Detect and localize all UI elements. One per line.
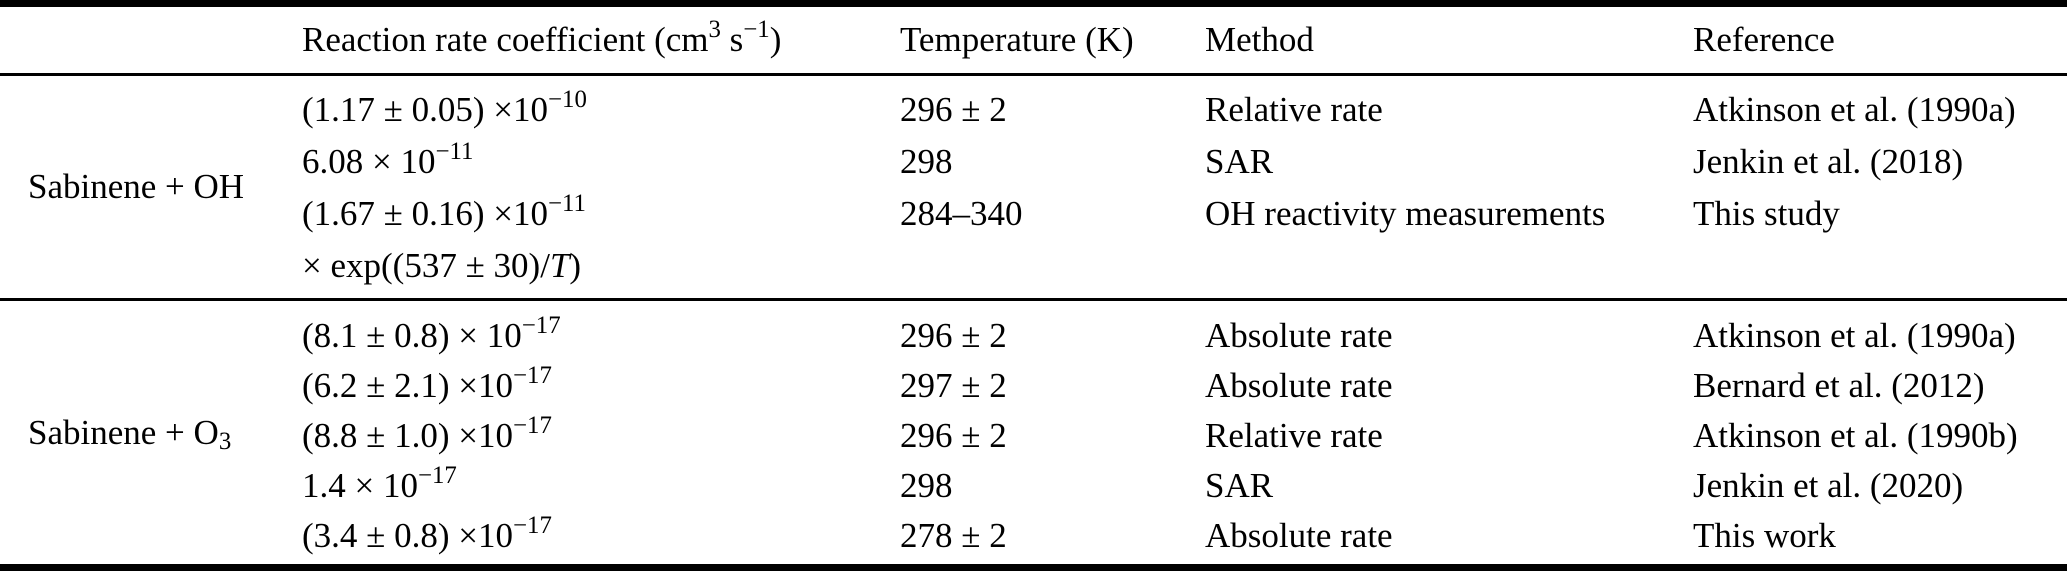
reactant-text: Sabinene + OH (28, 167, 245, 206)
reference-cell: Jenkin et al. (2020) (1693, 466, 1964, 505)
table-row-oh-2: 6.08 × 10−11 298 SAR Jenkin et al. (2018… (0, 136, 2067, 188)
method-cell: SAR (1205, 466, 1274, 505)
rate-coefficient-cell: (3.4 ± 0.8) ×10−17 (302, 511, 900, 568)
method-cell: OH reactivity measurements (1205, 194, 1606, 233)
rate-exponent: −11 (548, 190, 586, 218)
reactant-text: Sabinene + O (28, 412, 219, 452)
table-row-o3-4: 1.4 × 10−17 298 SAR Jenkin et al. (2020) (0, 461, 2067, 511)
method-cell: Relative rate (1205, 90, 1383, 129)
rate-line-1: (1.67 ± 0.16) ×10−11 (302, 188, 900, 240)
header-reactant (0, 3, 302, 76)
reference-cell: Atkinson et al. (1990a) (1693, 316, 2016, 355)
header-row: Reaction rate coefficient (cm3 s−1) Temp… (0, 3, 2067, 76)
rate-coefficient-cell: (6.2 ± 2.1) ×10−17 (302, 361, 900, 411)
temperature-cell: 284–340 (900, 194, 1023, 233)
header-method: Method (1205, 3, 1693, 76)
table-row-oh-1: Sabinene + OH (1.17 ± 0.05) ×10−10 296 ±… (0, 75, 2067, 206)
rate-exponent: −17 (418, 462, 457, 490)
table-row-oh-3: (1.67 ± 0.16) ×10−11 × exp((537 ± 30)/T)… (0, 188, 2067, 300)
method-cell: Absolute rate (1205, 316, 1393, 355)
rate-exp-factor: × exp((537 ± 30)/ (302, 246, 550, 285)
header-rate-sup-minus1: −1 (743, 16, 770, 44)
rate-exponent: −10 (548, 86, 587, 114)
group-sabinene-o3: Sabinene + O3 (8.1 ± 0.8) × 10−17 296 ± … (0, 299, 2067, 568)
rate-coefficient-cell: 1.4 × 10−17 (302, 461, 900, 511)
rate-base: (1.17 ± 0.05) ×10 (302, 90, 549, 129)
rate-base: (8.1 ± 0.8) × 10 (302, 316, 522, 355)
rate-exponent: −11 (435, 138, 474, 166)
table-row-o3-2: (6.2 ± 2.1) ×10−17 297 ± 2 Absolute rate… (0, 361, 2067, 411)
method-cell: Relative rate (1205, 416, 1383, 455)
temperature-cell: 278 ± 2 (900, 516, 1007, 555)
temperature-cell: 296 ± 2 (900, 316, 1007, 355)
temperature-cell: 298 (900, 466, 953, 505)
rate-base: (3.4 ± 0.8) ×10 (302, 516, 514, 555)
temperature-cell: 296 ± 2 (900, 90, 1007, 129)
header-rate-close-paren: ) (769, 20, 782, 59)
temperature-variable: T (549, 246, 570, 285)
reactant-label-o3: Sabinene + O3 (0, 300, 302, 568)
header-rate-text: Reaction rate coefficient (cm (302, 20, 709, 59)
rate-base: 1.4 × 10 (302, 466, 418, 505)
reference-cell: Jenkin et al. (2018) (1693, 142, 1964, 181)
rate-coefficient-cell: (1.17 ± 0.05) ×10−10 (302, 75, 900, 137)
rate-coefficient-cell: 6.08 × 10−11 (302, 136, 900, 188)
table-row-o3-5: (3.4 ± 0.8) ×10−17 278 ± 2 Absolute rate… (0, 511, 2067, 568)
temperature-cell: 296 ± 2 (900, 416, 1007, 455)
table-header: Reaction rate coefficient (cm3 s−1) Temp… (0, 3, 2067, 76)
group-sabinene-oh: Sabinene + OH (1.17 ± 0.05) ×10−10 296 ±… (0, 75, 2067, 300)
temperature-cell: 298 (900, 142, 953, 181)
table-row-o3-1: Sabinene + O3 (8.1 ± 0.8) × 10−17 296 ± … (0, 300, 2067, 453)
method-cell: SAR (1205, 142, 1274, 181)
rate-coefficient-cell: (8.8 ± 1.0) ×10−17 (302, 411, 900, 461)
method-cell: Absolute rate (1205, 366, 1393, 405)
reference-cell: This work (1693, 516, 1836, 555)
rate-coefficient-cell: (8.1 ± 0.8) × 10−17 (302, 300, 900, 362)
rate-coefficient-cell: (1.67 ± 0.16) ×10−11 × exp((537 ± 30)/T) (302, 188, 900, 300)
rate-exponent: −17 (513, 362, 552, 390)
header-rate-coefficient: Reaction rate coefficient (cm3 s−1) (302, 3, 900, 76)
rate-exponent: −17 (513, 412, 552, 440)
rate-base: 6.08 × 10 (302, 142, 436, 181)
header-rate-sup-3: 3 (708, 16, 721, 44)
header-temperature: Temperature (K) (900, 3, 1205, 76)
reference-cell: Atkinson et al. (1990a) (1693, 90, 2016, 129)
rate-base: (1.67 ± 0.16) ×10 (302, 194, 549, 233)
header-reference: Reference (1693, 3, 2067, 76)
rate-line-2: × exp((537 ± 30)/T) (302, 240, 900, 292)
reactant-label-oh: Sabinene + OH (0, 75, 302, 300)
reference-cell: Bernard et al. (2012) (1693, 366, 1985, 405)
rate-exponent: −17 (521, 312, 561, 340)
header-rate-unit-s: s (720, 20, 744, 59)
rate-exponent: −17 (513, 512, 552, 540)
temperature-cell: 297 ± 2 (900, 366, 1007, 405)
reference-cell: Atkinson et al. (1990b) (1693, 416, 2018, 455)
rate-exp-factor-close: ) (569, 246, 582, 285)
rate-base: (6.2 ± 2.1) ×10 (302, 366, 514, 405)
reactant-subscript: 3 (218, 427, 232, 455)
table-row-o3-3: (8.8 ± 1.0) ×10−17 296 ± 2 Relative rate… (0, 411, 2067, 461)
reference-cell: This study (1693, 194, 1840, 233)
method-cell: Absolute rate (1205, 516, 1393, 555)
rate-base: (8.8 ± 1.0) ×10 (302, 416, 514, 455)
